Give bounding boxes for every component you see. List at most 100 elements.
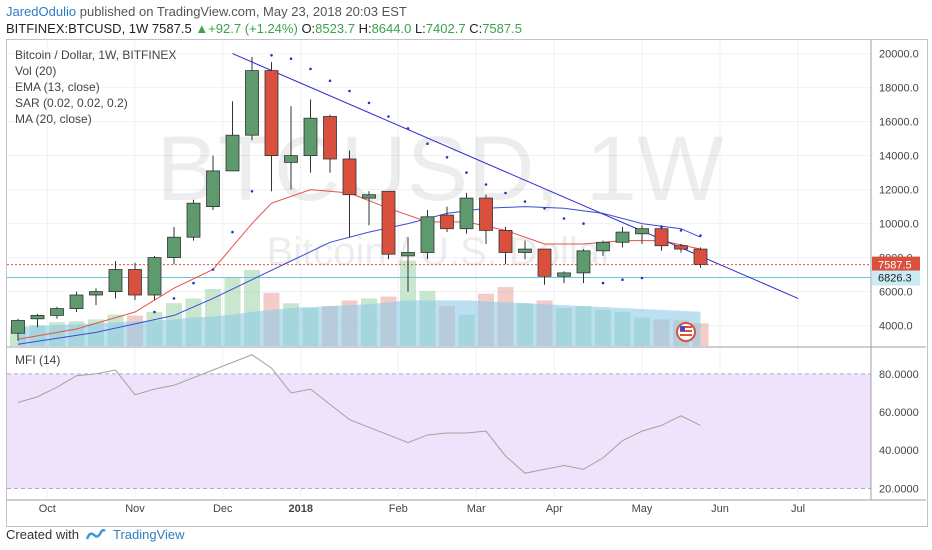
author-link[interactable]: JaredOdulio [6,4,77,19]
candle [108,261,123,299]
sar-dot [601,281,605,285]
candle-body [206,170,220,207]
mfi-tick-label: 80.0000 [879,369,919,381]
candle-body [264,70,279,156]
candle [323,114,337,173]
candle-body [381,190,396,255]
candle-body [674,245,688,250]
created-with-label: Created with [6,527,79,542]
candle-body [89,291,103,296]
candle [342,150,357,238]
time-tick-label: 2018 [289,503,313,515]
candle [245,57,259,141]
candle-body [147,257,162,296]
sar-dot [523,200,527,203]
candle [459,193,474,234]
candle-body [167,236,181,258]
candle-body [518,248,532,253]
sar-dot [621,278,624,282]
candle-body [342,158,357,196]
low-label: L: [414,21,426,36]
published-text: published on TradingView.com, May 23, 20… [79,4,407,19]
price-legend: Bitcoin / Dollar, 1W, BITFINEX Vol (20) … [15,47,176,127]
volume-ma-area [18,300,701,346]
candle [440,206,454,233]
candle [537,248,552,285]
sar-dot [660,225,663,229]
candle-body [596,241,610,252]
quote-line: BITFINEX:BTCUSD, 1W 7587.5 ▲+92.7 (+1.24… [6,21,522,36]
candle-body [50,308,64,316]
candle-body [323,116,337,160]
level-badge [872,270,920,286]
candle [206,155,220,210]
candle [147,255,162,301]
open-label: O: [301,21,316,36]
time-tick-label: Nov [125,503,145,515]
time-tick-label: Jun [711,503,729,515]
candle [615,227,630,248]
price-tick-label: 4000.0 [879,321,913,333]
last-price-badge [872,256,920,273]
sar-dot [367,101,371,105]
chart-frame [6,39,928,527]
time-tick-label: May [632,503,653,515]
close-label: C: [469,21,483,36]
candle-body [11,320,25,334]
sar-dot [328,79,332,83]
candle [693,247,708,268]
candle-body [128,269,142,296]
candle [401,237,415,292]
mfi-tick-label: 60.0000 [879,407,919,419]
candle-body [245,70,259,136]
flag-icon[interactable] [676,322,696,342]
sar-dot [289,57,293,60]
symbol-label: BITFINEX:BTCUSD, 1W [6,21,149,36]
time-tick-label: Dec [213,503,233,515]
candle-body [479,197,493,231]
sar-dot [250,190,254,193]
sar-dot [582,222,585,225]
candle [479,194,493,244]
candle [518,240,532,260]
up-arrow-icon: ▲ [195,21,209,36]
price-tick-label: 20000.0 [879,49,919,61]
candle [674,244,688,253]
close-value: 7587.5 [482,21,522,36]
candle-body [69,294,84,310]
candle-body [498,229,513,253]
candle-body [420,216,435,253]
candle-body [284,155,298,163]
candle-body [576,250,591,274]
candle [303,99,318,173]
price-tick-label: 6000.0 [879,287,913,299]
sar-dot [562,217,566,220]
candle [498,227,513,265]
candle-body [303,117,318,156]
high-value: 8644.0 [371,21,412,36]
tradingview-logo-icon [85,528,106,539]
candle [654,225,669,251]
ma-line [17,206,701,345]
legend-ma: MA (20, close) [15,112,92,126]
mfi-tick-label: 20.0000 [879,483,919,495]
sar-dot [309,67,312,71]
sar-dot [679,229,683,232]
tradingview-link[interactable]: TradingView [112,527,185,542]
sar-dot [543,207,546,210]
candle-body [557,272,571,277]
time-tick-label: Oct [39,503,56,515]
mfi-line [17,354,701,474]
price-tick-label: 12000.0 [879,185,919,197]
candle-body [30,314,45,320]
price-tick-label: 10000.0 [879,219,919,231]
candle [89,288,103,306]
high-label: H: [358,21,372,36]
candle [30,313,45,328]
candle [128,262,142,301]
last-price-badge-text: 7587.5 [878,260,912,272]
candle-body [635,228,649,235]
footer: Created with TradingView [6,527,185,542]
candle-body [440,214,454,230]
